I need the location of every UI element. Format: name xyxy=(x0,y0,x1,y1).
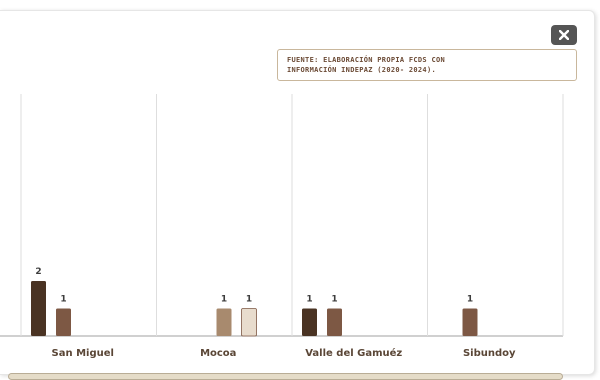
data-label: 1 xyxy=(467,295,473,305)
data-label: 2 xyxy=(35,267,41,277)
bar[interactable] xyxy=(56,308,71,337)
source-note: FUENTE: ELABORACIÓN PROPIA FCDS CON INFO… xyxy=(277,49,577,81)
source-line-2: INFORMACIÓN INDEPAZ (2020- 2024). xyxy=(287,66,436,74)
x-tick-label: Mocoa xyxy=(200,348,236,359)
bar-chart: 2 1 1 1 1 1 1 San Miguel Mocoa Valle del Gamuéz Si… xyxy=(0,94,564,359)
bar[interactable] xyxy=(216,308,232,337)
chart-panel: 2 1 1 1 1 1 1 San Miguel Mocoa Valle del Gamuéz Si… xyxy=(0,10,595,380)
data-label: 1 xyxy=(60,295,66,305)
bar[interactable] xyxy=(462,308,478,337)
source-line-1: FUENTE: ELABORACIÓN PROPIA FCDS CON xyxy=(287,56,446,64)
close-icon xyxy=(559,30,569,40)
bar[interactable] xyxy=(327,308,342,337)
data-label: 1 xyxy=(221,295,227,305)
data-label: 1 xyxy=(331,295,337,305)
bar[interactable] xyxy=(241,308,257,337)
data-label: 1 xyxy=(246,295,252,305)
x-tick-label: San Miguel xyxy=(52,348,114,359)
close-button[interactable] xyxy=(551,25,577,45)
x-tick-label: Sibundoy xyxy=(463,348,516,359)
data-label: 1 xyxy=(306,295,312,305)
bar[interactable] xyxy=(31,281,46,336)
bar[interactable] xyxy=(302,308,317,337)
x-tick-label: Valle del Gamuéz xyxy=(305,347,402,359)
